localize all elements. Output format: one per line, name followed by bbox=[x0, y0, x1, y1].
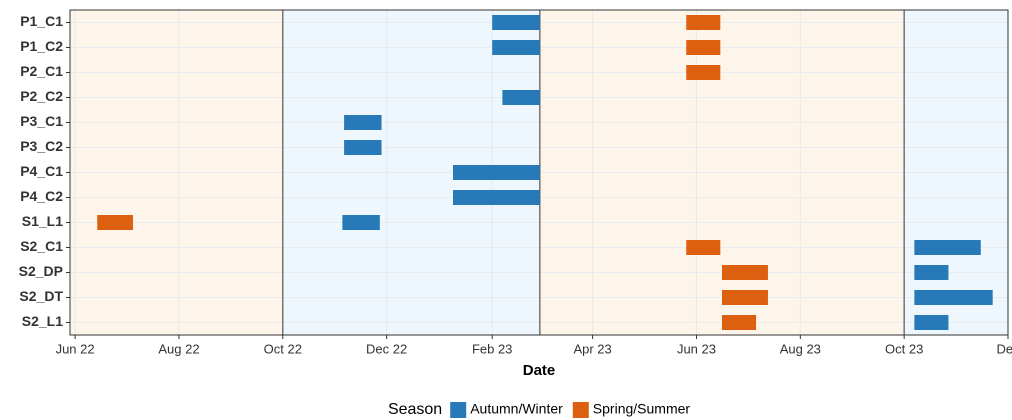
y-tick-label: S2_C1 bbox=[20, 238, 63, 254]
bar bbox=[492, 15, 540, 30]
x-tick-label: Oct 23 bbox=[885, 341, 923, 356]
x-tick-label: Aug 23 bbox=[780, 341, 821, 356]
x-tick-label: Dec 22 bbox=[366, 341, 407, 356]
legend-title: Season bbox=[388, 401, 442, 418]
bar bbox=[914, 290, 993, 305]
y-tick-label: P4_C2 bbox=[20, 188, 63, 204]
bar bbox=[342, 215, 380, 230]
bar bbox=[492, 40, 540, 55]
bar bbox=[686, 240, 721, 255]
y-tick-label: P3_C1 bbox=[20, 113, 63, 129]
x-tick-label: Jun 22 bbox=[56, 341, 95, 356]
legend-swatch bbox=[450, 402, 467, 418]
bar bbox=[914, 265, 949, 280]
x-tick-label: Oct 22 bbox=[264, 341, 302, 356]
x-tick-label: Dec bbox=[996, 341, 1012, 356]
bar bbox=[914, 315, 949, 330]
legend-swatch bbox=[572, 402, 589, 418]
x-tick-label: Feb 23 bbox=[472, 341, 512, 356]
y-tick-label: S2_L1 bbox=[22, 313, 63, 329]
x-tick-label: Apr 23 bbox=[573, 341, 611, 356]
bar bbox=[453, 165, 540, 180]
bar bbox=[722, 265, 768, 280]
y-tick-label: P1_C1 bbox=[20, 13, 63, 29]
bar bbox=[502, 90, 540, 105]
bar bbox=[344, 140, 382, 155]
x-tick-label: Aug 22 bbox=[158, 341, 199, 356]
bar bbox=[686, 15, 721, 30]
bar bbox=[722, 290, 768, 305]
bar bbox=[686, 65, 721, 80]
bar bbox=[97, 215, 133, 230]
y-tick-label: P2_C1 bbox=[20, 63, 63, 79]
bar bbox=[686, 40, 721, 55]
legend-label: Autumn/Winter bbox=[470, 401, 563, 417]
bar bbox=[914, 240, 981, 255]
bar bbox=[344, 115, 382, 130]
bar bbox=[453, 190, 540, 205]
x-axis-label: Date bbox=[523, 362, 556, 379]
x-tick-label: Jun 23 bbox=[677, 341, 716, 356]
legend-label: Spring/Summer bbox=[593, 401, 691, 417]
y-tick-label: P4_C1 bbox=[20, 163, 63, 179]
y-tick-label: P3_C2 bbox=[20, 138, 63, 154]
bar bbox=[722, 315, 757, 330]
y-tick-label: S2_DT bbox=[19, 288, 63, 304]
y-tick-label: S1_L1 bbox=[22, 213, 63, 229]
y-tick-label: P2_C2 bbox=[20, 88, 63, 104]
y-tick-label: S2_DP bbox=[19, 263, 63, 279]
y-tick-label: P1_C2 bbox=[20, 38, 63, 54]
